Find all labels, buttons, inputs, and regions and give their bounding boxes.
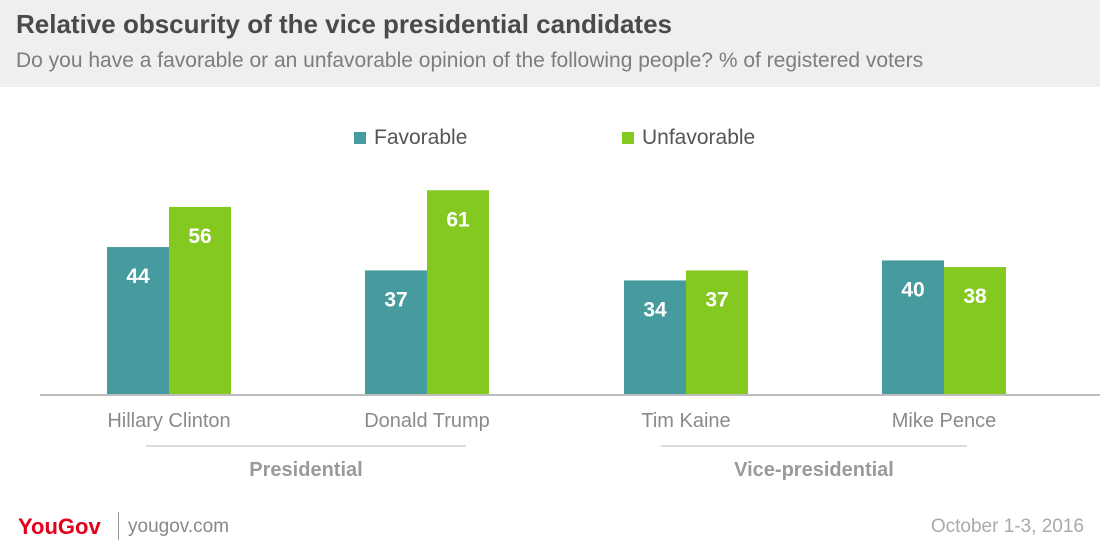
footer-date: October 1-3, 2016 xyxy=(930,516,1084,537)
value-label-mike-pence-unfavorable: 38 xyxy=(963,285,987,308)
bar-tim-kaine-unfavorable xyxy=(686,270,748,394)
bar-mike-pence-unfavorable xyxy=(944,267,1006,394)
bar-donald-trump-unfavorable xyxy=(427,190,489,394)
legend-swatch-unfavorable xyxy=(622,132,634,144)
legend-swatch-favorable xyxy=(354,132,366,144)
bar-donald-trump-favorable xyxy=(365,270,427,394)
bar-mike-pence-favorable xyxy=(882,260,944,394)
bar-hillary-clinton-favorable xyxy=(107,247,169,394)
bar-hillary-clinton-unfavorable xyxy=(169,206,231,394)
value-label-tim-kaine-favorable: 34 xyxy=(643,298,667,321)
value-label-tim-kaine-unfavorable: 37 xyxy=(705,288,728,311)
footer-divider xyxy=(118,512,119,540)
legend-label-unfavorable: Unfavorable xyxy=(642,126,756,149)
value-label-hillary-clinton-unfavorable: 56 xyxy=(188,225,211,248)
category-label-donald-trump: Donald Trump xyxy=(364,410,490,432)
legend-favorable: Favorable xyxy=(354,126,467,150)
legend-label-favorable: Favorable xyxy=(374,126,468,149)
value-label-donald-trump-favorable: 37 xyxy=(384,288,407,311)
category-label-tim-kaine: Tim Kaine xyxy=(641,410,730,432)
category-label-mike-pence: Mike Pence xyxy=(892,410,997,432)
bar-tim-kaine-favorable xyxy=(624,280,686,394)
yougov-logo: YouGov xyxy=(18,514,101,539)
chart-title: Relative obscurity of the vice president… xyxy=(16,9,672,39)
footer-site-link[interactable]: yougov.com xyxy=(128,516,230,537)
value-label-donald-trump-unfavorable: 61 xyxy=(446,208,470,231)
header-band: Relative obscurity of the vice president… xyxy=(0,0,1100,87)
chart-subtitle: Do you have a favorable or an unfavorabl… xyxy=(16,49,924,72)
group-label-presidential: Presidential xyxy=(249,459,362,481)
value-label-hillary-clinton-favorable: 44 xyxy=(126,265,150,288)
category-label-hillary-clinton: Hillary Clinton xyxy=(107,410,230,432)
group-label-vice-presidential: Vice-presidential xyxy=(734,459,894,481)
legend-unfavorable: Unfavorable xyxy=(622,126,755,150)
value-label-mike-pence-favorable: 40 xyxy=(901,278,924,301)
